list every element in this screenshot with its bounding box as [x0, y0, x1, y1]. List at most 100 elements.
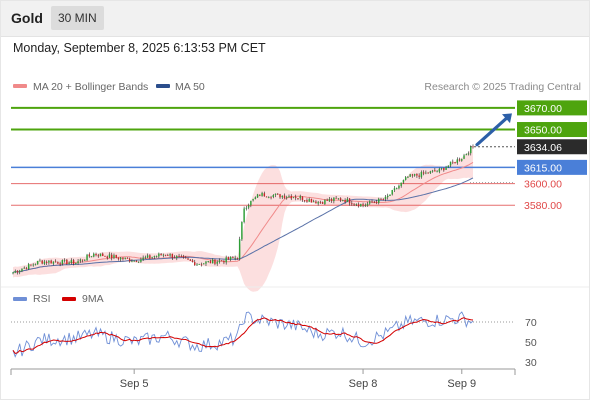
candle-body [440, 168, 443, 170]
candle-body [310, 199, 313, 203]
candle-body [79, 259, 82, 261]
candle-body [445, 167, 447, 170]
candle-body [447, 165, 450, 168]
candle-body [30, 264, 32, 266]
candle-body [160, 254, 162, 256]
candle-body [286, 197, 288, 198]
candle-body [189, 259, 191, 261]
candle-body [411, 174, 414, 176]
candle-body [247, 205, 250, 208]
rsi-ma-legend-label: 9MA [82, 293, 104, 305]
candle-body [353, 203, 355, 205]
candle-body [326, 199, 328, 201]
candle-body [324, 199, 326, 205]
candle-body [115, 254, 117, 258]
candle-body [395, 188, 398, 190]
candle-body [155, 256, 158, 257]
candle-body [158, 253, 160, 257]
candles [12, 144, 474, 275]
candle-body [61, 259, 64, 265]
candle-body [357, 204, 360, 207]
candle-body [335, 197, 337, 199]
candle-body [12, 272, 14, 274]
candle-body [407, 176, 409, 178]
candle-body [409, 174, 411, 177]
trend-arrow [475, 113, 512, 147]
candle-body [366, 203, 369, 206]
candle-body [337, 198, 340, 200]
moving-averages [12, 161, 474, 273]
candle-body [93, 253, 95, 257]
candle-body [387, 195, 389, 198]
candle-body [104, 255, 106, 257]
candle-body [274, 193, 277, 195]
candle-body [436, 171, 438, 173]
candle-body [398, 185, 400, 189]
time-tick-label: Sep 8 [349, 378, 378, 390]
candle-body [198, 264, 200, 265]
candle-body [321, 202, 324, 204]
candle-body [348, 198, 351, 204]
price-label-box-last [517, 139, 587, 155]
time-axis-ticks: Sep 5 Sep 8 Sep 9 [120, 369, 476, 390]
candle-body [449, 161, 452, 166]
candle-body [351, 203, 353, 205]
candle-body [95, 253, 97, 256]
candle-body [272, 195, 275, 198]
candle-body [151, 256, 153, 258]
candle-body [19, 270, 21, 273]
candle-body [207, 261, 209, 263]
candle-body [456, 159, 459, 163]
candle-body [225, 257, 227, 263]
candle-body [178, 255, 180, 257]
candle-body [458, 159, 461, 161]
time-tick-label: Sep 9 [447, 378, 476, 390]
price-labels: 3670.00 3650.00 3634.06 3615.00 3600.00 3580.… [517, 100, 587, 212]
rsi-line [12, 311, 474, 358]
candle-body [303, 200, 306, 202]
candle-body [427, 172, 429, 174]
candle-body [295, 197, 297, 198]
candle-body [312, 201, 315, 203]
candle-body [252, 199, 254, 201]
candle-body [173, 257, 176, 259]
candle-body [21, 268, 23, 272]
candle-body [236, 258, 239, 260]
candle-body [422, 172, 425, 174]
timeframe-button[interactable]: 30 MIN [51, 6, 104, 30]
candle-body [279, 194, 281, 198]
candle-body [301, 196, 304, 200]
candle-body [126, 257, 129, 259]
candle-body [111, 254, 113, 259]
candle-body [176, 256, 178, 258]
price-levels [11, 106, 515, 206]
candle-body [254, 197, 257, 200]
candle-body [164, 254, 167, 256]
candle-body [342, 200, 344, 201]
candle-body [63, 259, 66, 261]
candle-body [75, 262, 77, 265]
candle-body [39, 260, 41, 262]
candle-body [227, 257, 230, 260]
candle-body [333, 197, 335, 202]
candle-body [200, 264, 203, 266]
candle-body [404, 177, 407, 180]
symbol-name: Gold [11, 10, 43, 26]
candle-body [283, 195, 286, 199]
candle-body [70, 260, 73, 263]
candle-body [472, 146, 474, 148]
candle-body [108, 254, 111, 258]
candle-body [119, 257, 122, 260]
candle-body [140, 259, 142, 262]
trend-arrow-shaft [475, 117, 508, 147]
price-label-last: 3634.06 [524, 142, 562, 154]
candle-body [149, 255, 151, 258]
candle-body [182, 256, 185, 258]
candle-body [223, 261, 225, 263]
candle-body [389, 194, 391, 196]
candle-body [59, 263, 61, 265]
candle-body [400, 182, 402, 186]
candle-body [99, 253, 102, 257]
candle-body [380, 198, 382, 200]
candle-body [211, 259, 214, 264]
